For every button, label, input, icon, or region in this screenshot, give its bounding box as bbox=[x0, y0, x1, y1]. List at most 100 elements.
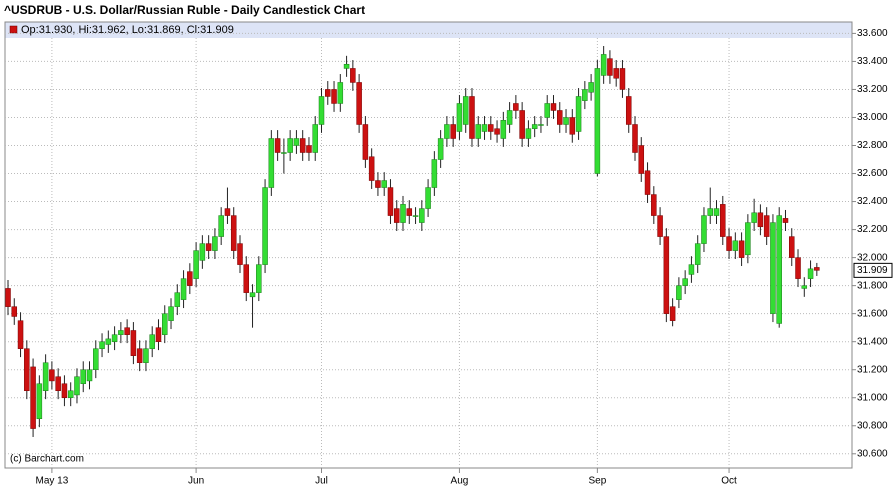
y-tick-label: 33.200 bbox=[857, 84, 888, 95]
candle-body bbox=[500, 120, 507, 139]
candle-body bbox=[293, 138, 300, 146]
candle-body bbox=[607, 58, 613, 76]
candle-body bbox=[795, 257, 801, 279]
candle-body bbox=[306, 145, 312, 153]
candle-body bbox=[694, 243, 701, 265]
candle-body bbox=[362, 124, 369, 160]
candle-body bbox=[230, 215, 237, 251]
candle-body bbox=[256, 264, 262, 293]
chart-title: ^USDRUB - U.S. Dollar/Russian Ruble - Da… bbox=[4, 3, 365, 17]
candle-body bbox=[187, 271, 193, 286]
candle-body bbox=[387, 187, 394, 216]
candle-body bbox=[757, 212, 764, 228]
candle-body bbox=[356, 82, 362, 125]
candle-body bbox=[42, 362, 49, 391]
candle-body bbox=[557, 110, 563, 125]
candle-body bbox=[281, 152, 287, 154]
candle-body bbox=[393, 208, 400, 223]
candle-body bbox=[17, 320, 24, 349]
candle-body bbox=[243, 264, 250, 293]
candle-body bbox=[86, 369, 93, 382]
candle-body bbox=[218, 215, 224, 237]
candle-body bbox=[168, 306, 174, 321]
candle-body bbox=[111, 334, 118, 342]
candle-body bbox=[312, 124, 318, 153]
y-tick-label: 33.600 bbox=[857, 28, 888, 39]
legend-swatch bbox=[9, 25, 18, 34]
candle-body bbox=[193, 250, 199, 279]
candle-body bbox=[5, 288, 11, 307]
candle-body bbox=[814, 267, 820, 271]
candle-body bbox=[444, 124, 450, 139]
candle-body bbox=[99, 341, 105, 349]
candle-body bbox=[751, 212, 757, 223]
candle-body bbox=[143, 348, 149, 363]
y-tick-label: 31.600 bbox=[857, 308, 888, 319]
candle-body bbox=[701, 215, 707, 244]
x-tick-label: Aug bbox=[451, 476, 469, 487]
candle-body bbox=[136, 348, 143, 363]
source: (c) Barchart.com bbox=[10, 454, 84, 465]
candle-body bbox=[287, 138, 293, 153]
candle-body bbox=[80, 369, 86, 384]
candle-body bbox=[224, 208, 231, 216]
candle-body bbox=[625, 96, 632, 125]
candle-body bbox=[105, 338, 112, 345]
candle-body bbox=[61, 383, 68, 398]
candle-body bbox=[644, 170, 651, 195]
candle-body bbox=[619, 68, 626, 90]
candle-body bbox=[807, 268, 814, 279]
candle-body bbox=[412, 215, 419, 217]
candle-body bbox=[732, 240, 739, 251]
candle-body bbox=[531, 124, 538, 129]
legend-band bbox=[5, 22, 852, 38]
candle-body bbox=[494, 128, 500, 135]
candle-body bbox=[594, 68, 601, 174]
candle-body bbox=[519, 110, 525, 139]
y-tick-label: 31.000 bbox=[857, 392, 888, 403]
candle-body bbox=[268, 138, 275, 188]
candle-body bbox=[550, 103, 557, 111]
candle-body bbox=[613, 68, 619, 79]
plot-frame bbox=[4, 21, 853, 469]
y-tick-label: 32.000 bbox=[857, 252, 888, 263]
candle-body bbox=[237, 243, 243, 265]
y-tick-label: 31.400 bbox=[857, 336, 888, 347]
candle-body bbox=[538, 124, 544, 126]
x-tick-label: Oct bbox=[721, 476, 737, 487]
last-price-box bbox=[853, 262, 893, 278]
candle-body bbox=[632, 124, 638, 153]
candle-body bbox=[669, 306, 676, 321]
x-tick-label: Sep bbox=[588, 476, 606, 487]
candle-body bbox=[375, 180, 381, 188]
candle-body bbox=[93, 348, 99, 370]
candle-body bbox=[262, 187, 268, 265]
candle-body bbox=[801, 285, 808, 289]
x-tick-label: Jul bbox=[315, 476, 328, 487]
candle-body bbox=[205, 243, 212, 251]
candle-body bbox=[249, 292, 256, 298]
candle-body bbox=[274, 138, 281, 153]
candle-body bbox=[67, 390, 74, 398]
candle-body bbox=[582, 89, 588, 101]
y-tick-label: 32.200 bbox=[857, 224, 888, 235]
y-tick-label: 31.200 bbox=[857, 364, 888, 375]
candle-body bbox=[575, 96, 582, 132]
candle-body bbox=[162, 313, 168, 335]
candle-body bbox=[212, 236, 218, 251]
candle-body bbox=[525, 128, 532, 139]
candle-body bbox=[337, 82, 344, 104]
candle-body bbox=[180, 278, 187, 300]
candle-body bbox=[368, 156, 375, 181]
candle-body bbox=[688, 264, 695, 275]
ohlc-label: Op:31.930, Hi:31.962, Lo:31.869, Cl:31.9… bbox=[21, 24, 234, 36]
candle-body bbox=[745, 222, 751, 256]
candle-body bbox=[350, 68, 356, 83]
candle-body bbox=[638, 145, 645, 174]
y-tick-label: 30.800 bbox=[857, 420, 888, 431]
candle-body bbox=[481, 124, 488, 132]
y-tick-label: 32.600 bbox=[857, 168, 888, 179]
candle-body bbox=[707, 208, 713, 216]
candle-body bbox=[569, 117, 576, 135]
